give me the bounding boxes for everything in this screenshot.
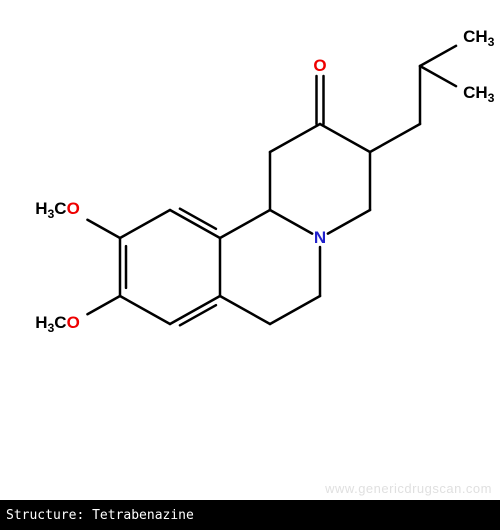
watermark-text: www.genericdrugscan.com [325,481,492,496]
atom-label-h3co: H3CO [35,199,80,221]
atom-label-h3co: H3CO [35,313,80,335]
atom-label-ch3: CH3 [463,83,494,105]
caption-text: Structure: Tetrabenazine [6,508,194,523]
atom-label-n: N [314,228,326,248]
atom-label-ch3: CH3 [463,27,494,49]
atom-label-o: O [313,56,326,76]
caption-bar: Structure: Tetrabenazine [0,500,500,530]
molecule-canvas [0,0,500,500]
